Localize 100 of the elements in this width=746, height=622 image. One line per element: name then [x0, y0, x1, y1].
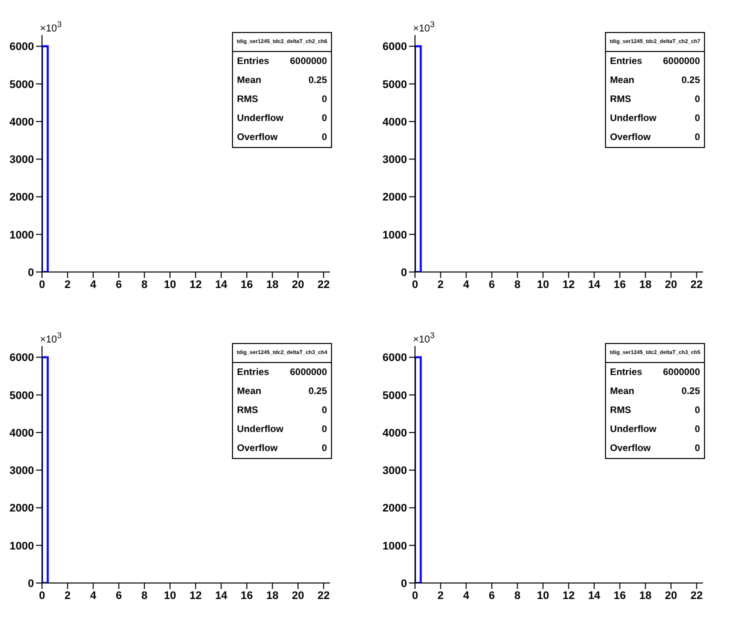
- y-tick-label: 2000: [382, 502, 407, 515]
- x-tick-label: 14: [215, 590, 228, 602]
- annotation: Underflow: [610, 423, 656, 437]
- x-tick-label: 2: [438, 278, 444, 291]
- x-tick-label: 6: [488, 590, 495, 602]
- annotation: 6000000: [290, 55, 327, 69]
- x-tick-label: 16: [240, 278, 253, 291]
- y-tick-label: 1000: [10, 540, 34, 552]
- annotation: Entries: [610, 366, 642, 380]
- x-tick-label: 0: [412, 590, 418, 602]
- x-tick-label: 6: [488, 278, 495, 291]
- x-tick-label: 6: [116, 590, 122, 602]
- x-tick-label: 10: [536, 278, 550, 291]
- y-tick-label: 0: [28, 266, 34, 279]
- y-tick-label: 2000: [10, 502, 34, 515]
- annotation: RMS: [610, 404, 632, 418]
- x-tick-label: 10: [536, 590, 550, 602]
- annotation: RMS: [610, 93, 632, 107]
- y-tick-label: 6000: [382, 352, 407, 364]
- y-tick-label: 5000: [10, 78, 34, 91]
- x-tick-label: 2: [438, 590, 444, 602]
- y-axis-title: ×10$^{3}$: [413, 330, 435, 346]
- annotation: 0.25: [682, 385, 700, 399]
- x-tick-label: 12: [562, 278, 575, 291]
- y-tick-label: 3000: [382, 465, 407, 478]
- annotation: Entries: [237, 366, 270, 380]
- y-tick-label: 3000: [10, 154, 34, 166]
- annotation: Overflow: [610, 131, 651, 145]
- y-tick-label: 0: [28, 578, 34, 590]
- y-tick-label: 3000: [382, 154, 407, 166]
- x-tick-label: 14: [588, 590, 602, 602]
- x-tick-label: 18: [639, 278, 652, 291]
- annotation: Overflow: [237, 442, 278, 456]
- x-tick-label: 10: [164, 278, 176, 291]
- y-tick-label: 0: [400, 266, 407, 279]
- y-axis-title: ×10$^{3}$: [40, 330, 62, 346]
- x-tick-label: 8: [141, 278, 148, 291]
- x-tick-label: 20: [292, 278, 304, 291]
- x-tick-label: 4: [463, 590, 470, 602]
- y-tick-label: 5000: [382, 78, 407, 91]
- annotation: 0: [322, 404, 327, 418]
- x-tick-label: 14: [588, 278, 602, 291]
- annotation: 0: [322, 112, 327, 126]
- x-tick-label: 0: [38, 278, 46, 291]
- annotation: Underflow: [237, 423, 284, 437]
- x-tick-label: 14: [215, 278, 228, 291]
- x-tick-label: 4: [90, 278, 98, 291]
- x-tick-label: 4: [90, 590, 98, 602]
- x-tick-label: 12: [189, 590, 202, 602]
- annotation: 0: [694, 442, 700, 456]
- annotation: Overflow: [237, 131, 278, 145]
- annotation: 0: [694, 404, 700, 418]
- x-tick-label: 0: [412, 278, 418, 291]
- x-tick-label: 12: [562, 590, 575, 602]
- annotation: Mean: [237, 74, 262, 88]
- annotation: RMS: [237, 404, 258, 418]
- y-tick-label: 3000: [10, 465, 34, 478]
- annotation: 0: [694, 423, 700, 437]
- y-tick-label: 6000: [10, 41, 34, 54]
- x-tick-label: 18: [266, 278, 279, 291]
- x-tick-label: 22: [690, 590, 703, 602]
- y-tick-label: 4000: [382, 116, 407, 128]
- x-tick-label: 8: [141, 590, 148, 602]
- x-tick-label: 20: [664, 278, 678, 291]
- annotation: 0: [694, 112, 700, 126]
- annotation: 0.25: [682, 74, 700, 88]
- x-tick-label: 10: [164, 590, 176, 602]
- x-tick-label: 22: [317, 590, 330, 602]
- y-tick-label: 4000: [10, 116, 34, 128]
- annotation: Entries: [610, 55, 642, 69]
- x-tick-label: 16: [240, 590, 253, 602]
- y-tick-label: 2000: [10, 192, 34, 204]
- annotation: 0: [322, 131, 327, 145]
- annotation: Mean: [237, 385, 262, 399]
- annotation: 6000000: [663, 55, 700, 69]
- annotation: Mean: [610, 385, 634, 399]
- x-tick-label: 16: [614, 590, 626, 602]
- y-tick-label: 2000: [382, 192, 407, 204]
- annotation: 0: [322, 442, 327, 456]
- x-tick-label: 12: [189, 278, 202, 291]
- annotation: Mean: [610, 74, 634, 88]
- x-tick-label: 8: [514, 590, 520, 602]
- x-tick-label: 20: [664, 590, 678, 602]
- x-tick-label: 22: [317, 278, 330, 291]
- annotation: Underflow: [237, 112, 284, 126]
- annotation: 0: [694, 131, 700, 145]
- y-tick-label: 6000: [10, 352, 34, 364]
- annotation: 0.25: [308, 74, 327, 88]
- y-axis-title: ×10$^{3}$: [40, 19, 62, 34]
- annotation: 6000000: [290, 366, 327, 380]
- annotation: 0: [322, 423, 327, 437]
- y-axis-title: ×10$^{3}$: [413, 19, 435, 34]
- annotation: 6000000: [663, 366, 700, 380]
- x-tick-label: 22: [690, 278, 703, 291]
- x-tick-label: 20: [292, 590, 304, 602]
- x-tick-label: 18: [266, 590, 279, 602]
- y-tick-label: 4000: [382, 427, 407, 440]
- y-tick-label: 5000: [382, 390, 407, 402]
- annotation: Overflow: [610, 442, 651, 456]
- y-tick-label: 1000: [382, 540, 407, 552]
